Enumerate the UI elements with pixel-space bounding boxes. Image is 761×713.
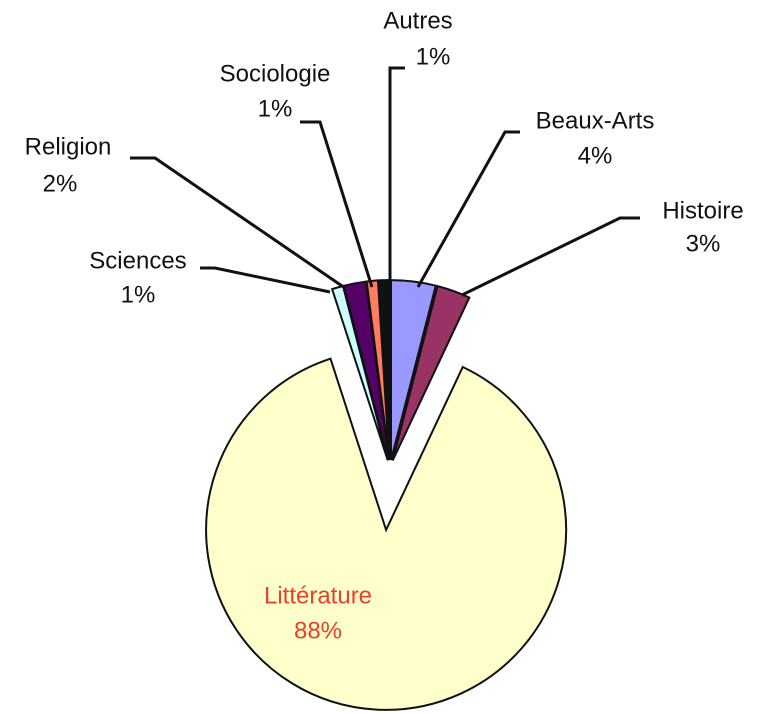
slice-value-label: 3% (686, 230, 721, 257)
slice-value-label: 1% (258, 95, 293, 122)
leader-line (200, 266, 331, 294)
slice-label: Littérature (264, 582, 372, 609)
leader-line (416, 130, 520, 288)
slice-value-label: 1% (121, 281, 156, 308)
slice-label: Religion (25, 133, 112, 160)
slice-label: Sciences (89, 247, 186, 274)
slice-value-label: 2% (43, 170, 78, 197)
slice-label: Sociologie (220, 60, 331, 87)
pie-slice (391, 284, 471, 461)
leader-line (300, 120, 374, 288)
slice-value-label: 1% (416, 43, 451, 70)
leader-line (388, 66, 405, 287)
leader-line (461, 216, 640, 297)
slice-value-label: 88% (294, 617, 342, 644)
slice-label: Beaux-Arts (536, 107, 655, 134)
pie-slice (205, 357, 568, 711)
slice-label: Autres (383, 7, 452, 34)
slice-label: Histoire (662, 197, 743, 224)
leader-line (130, 156, 346, 290)
slice-value-label: 4% (578, 142, 613, 169)
